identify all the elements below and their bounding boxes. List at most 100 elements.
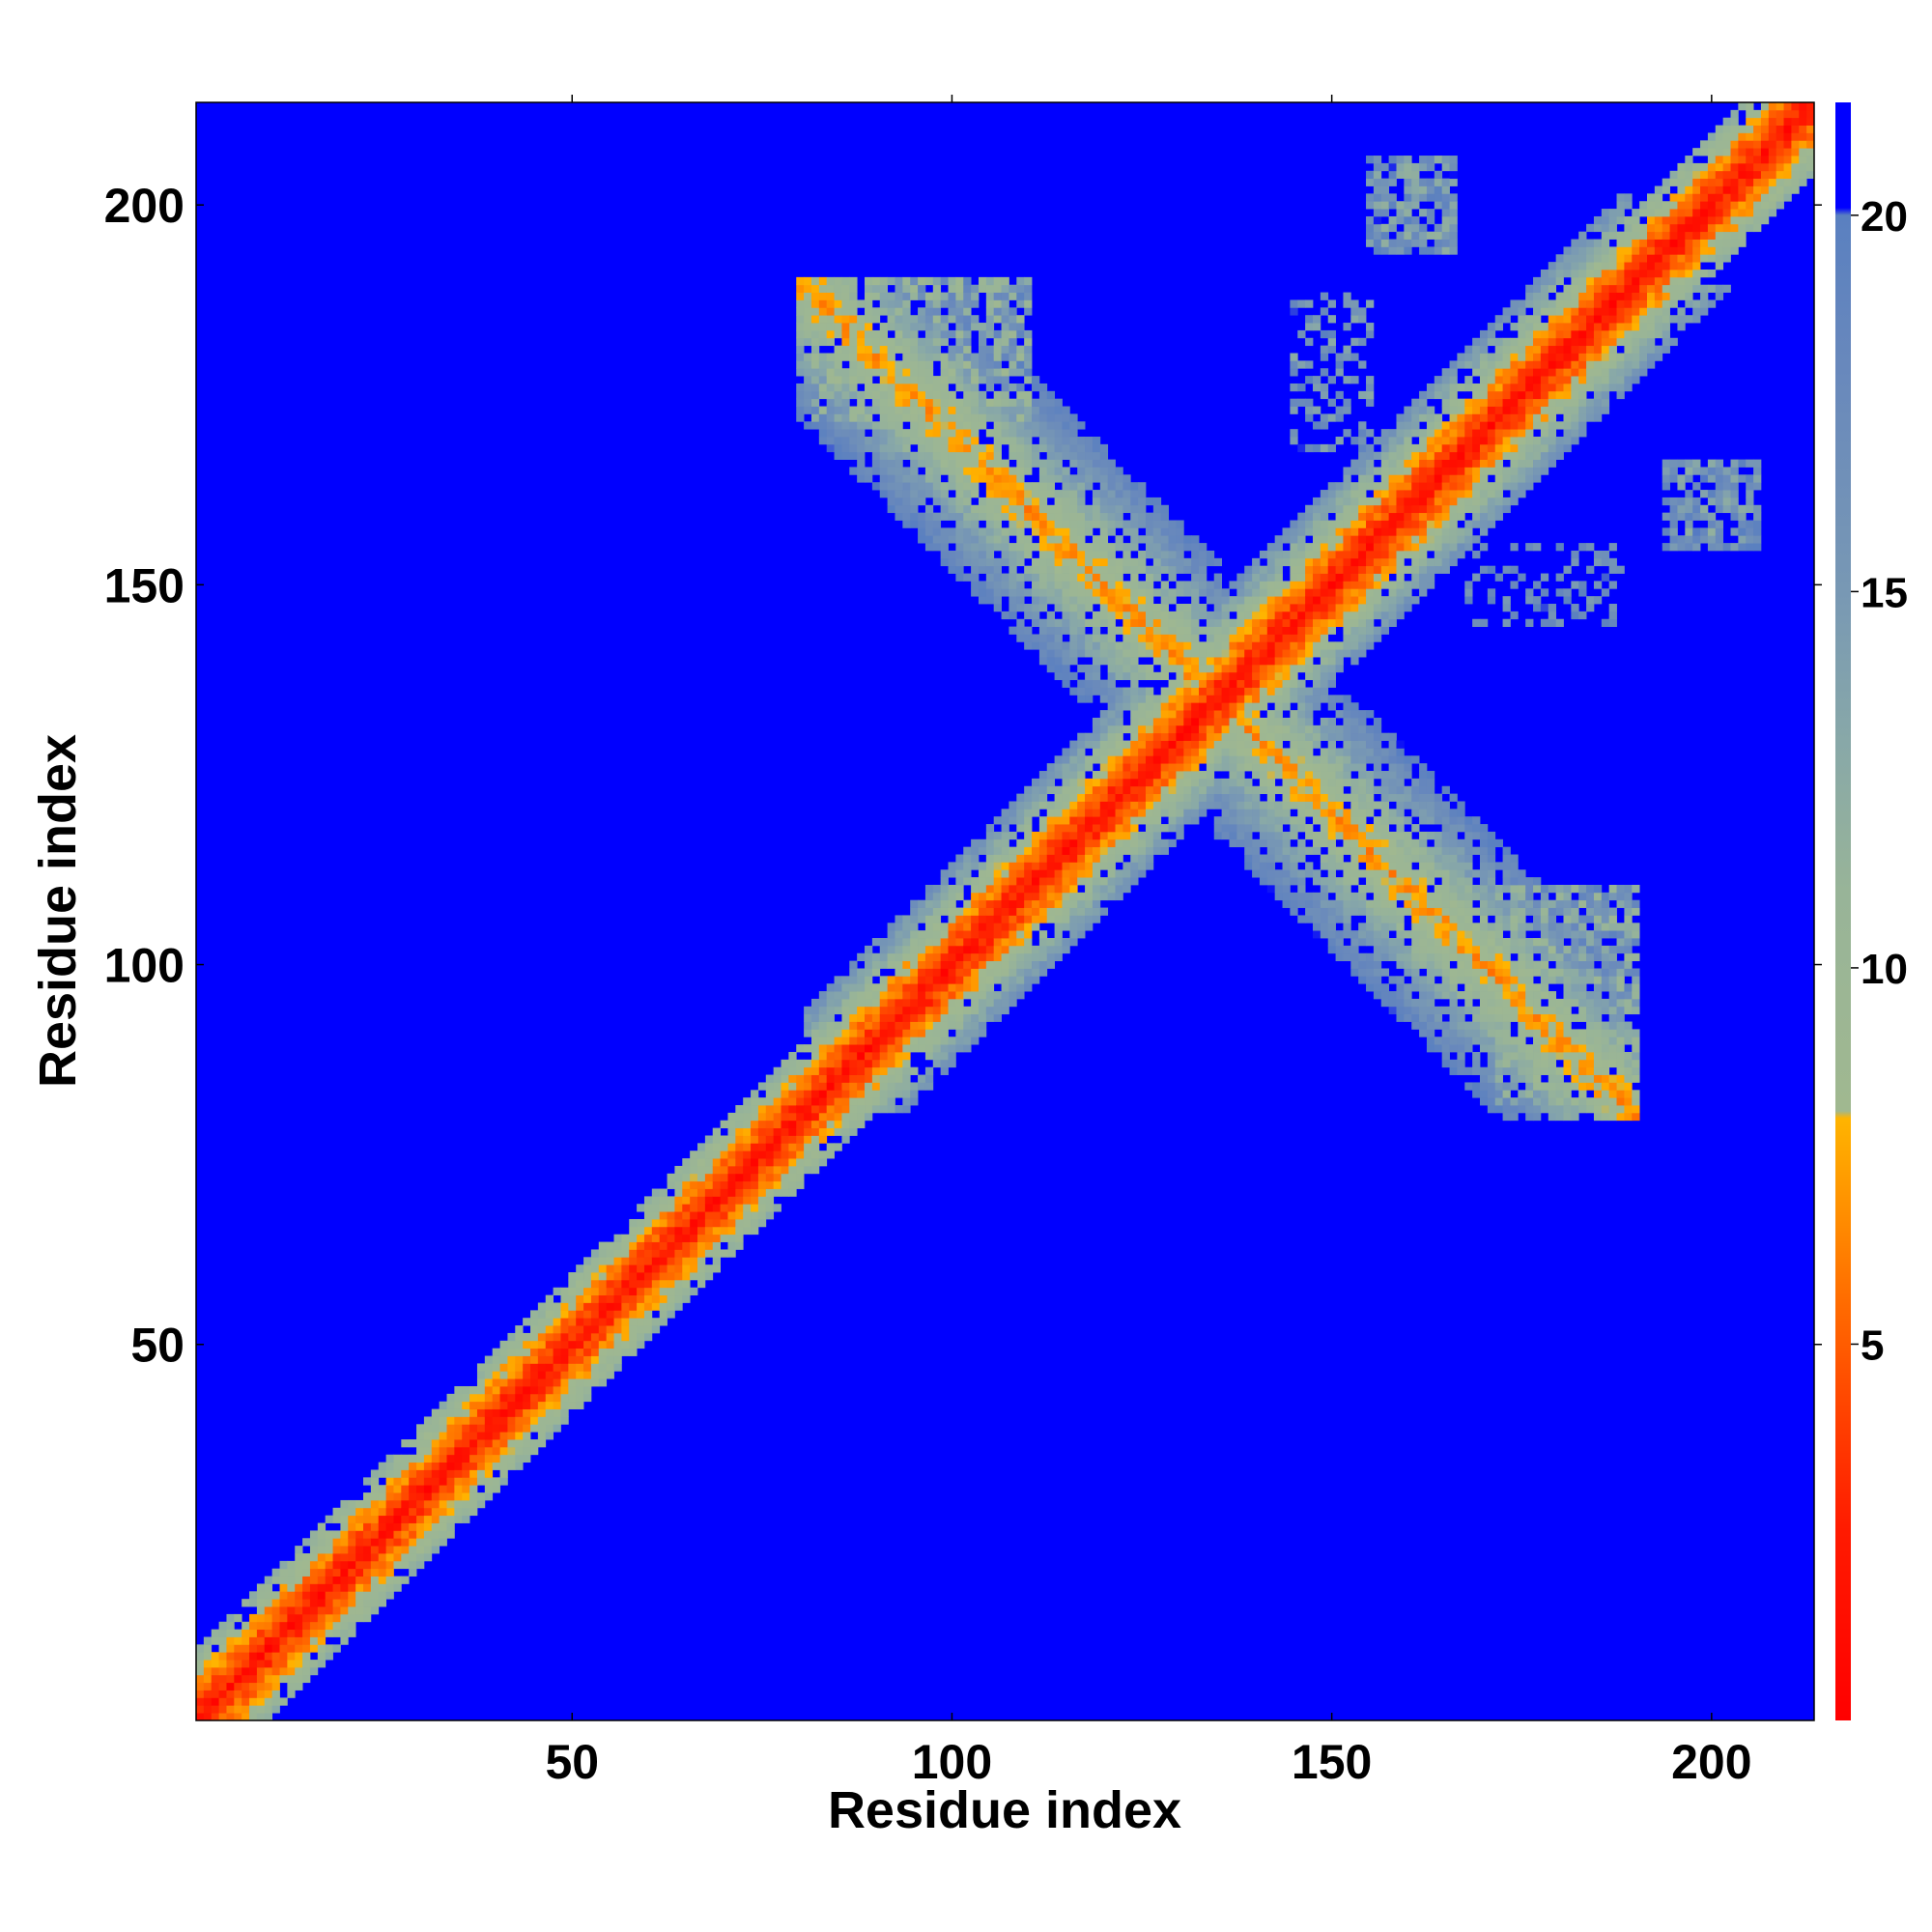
heatmap-cell [568, 1318, 577, 1326]
heatmap-cell [1077, 437, 1086, 445]
heatmap-cell [530, 1348, 539, 1356]
heatmap-cell [1312, 671, 1321, 681]
heatmap-cell [924, 329, 934, 339]
heatmap-cell [887, 998, 895, 1008]
heatmap-cell [1054, 884, 1063, 894]
heatmap-cell [773, 1082, 781, 1091]
heatmap-cell [971, 413, 980, 422]
heatmap-cell [674, 1279, 683, 1289]
heatmap-cell [781, 1112, 789, 1122]
heatmap-cell [643, 1249, 653, 1258]
heatmap-cell [963, 854, 972, 863]
heatmap-cell [1199, 732, 1208, 741]
heatmap-cell [963, 329, 972, 339]
heatmap-cell [1176, 771, 1184, 780]
heatmap-cell [446, 1507, 455, 1517]
heatmap-cell [1297, 383, 1306, 392]
heatmap-cell [887, 429, 895, 438]
heatmap-cell [1107, 778, 1116, 787]
heatmap-cell [583, 1363, 592, 1372]
heatmap-cell [1062, 429, 1070, 438]
heatmap-cell [1183, 657, 1192, 666]
heatmap-cell [1252, 588, 1261, 597]
heatmap-cell [1138, 512, 1147, 521]
heatmap-cell [720, 1234, 728, 1242]
heatmap-cell [1069, 778, 1078, 787]
heatmap-cell [1191, 565, 1200, 574]
heatmap-cell [788, 1143, 797, 1151]
heatmap-cell [1077, 467, 1086, 475]
heatmap-cell [757, 1112, 767, 1122]
heatmap-cell [264, 1697, 273, 1706]
heatmap-cell [955, 429, 964, 438]
heatmap-cell [1282, 801, 1291, 810]
heatmap-cell [1001, 315, 1009, 324]
heatmap-cell [1221, 809, 1230, 817]
heatmap-cell [1327, 778, 1336, 787]
heatmap-cell [1160, 687, 1169, 696]
heatmap-cell [1062, 611, 1070, 620]
heatmap-cell [1054, 877, 1063, 886]
heatmap-cell [348, 1499, 356, 1509]
heatmap-cell [796, 360, 805, 369]
heatmap-cell [924, 968, 934, 977]
heatmap-cell [1001, 923, 1009, 931]
heatmap-cell [492, 1363, 500, 1372]
heatmap-cell [993, 520, 1002, 528]
heatmap-cell [1069, 634, 1078, 642]
heatmap-cell [985, 581, 995, 589]
heatmap-cell [355, 1591, 364, 1600]
heatmap-cell [1213, 801, 1223, 810]
heatmap-cell [895, 337, 903, 347]
heatmap-cell [735, 1120, 744, 1129]
heatmap-cell [523, 1332, 531, 1342]
heatmap-cell [295, 1591, 303, 1600]
heatmap-cell [1229, 702, 1237, 711]
heatmap-cell [1221, 702, 1230, 711]
heatmap-cell [1001, 892, 1009, 901]
heatmap-cell [871, 443, 881, 453]
heatmap-cell [416, 1424, 425, 1433]
heatmap-cell [576, 1378, 584, 1387]
heatmap-cell [1138, 596, 1147, 605]
heatmap-cell [971, 854, 980, 863]
heatmap-cell [242, 1599, 250, 1607]
heatmap-cell [993, 504, 1002, 514]
heatmap-cell [788, 1165, 797, 1175]
heatmap-cell [1085, 695, 1094, 703]
heatmap-cell [841, 1021, 850, 1030]
heatmap-cell [1312, 732, 1321, 741]
heatmap-cell [499, 1385, 508, 1395]
heatmap-cell [1183, 763, 1192, 772]
heatmap-cell [203, 1697, 213, 1706]
heatmap-cell [1176, 535, 1184, 544]
heatmap-cell [1259, 869, 1268, 878]
heatmap-cell [295, 1621, 303, 1631]
heatmap-cell [1085, 451, 1094, 460]
heatmap-cell [902, 474, 911, 483]
heatmap-cell [895, 276, 903, 286]
heatmap-cell [963, 535, 972, 544]
heatmap-cell [978, 421, 987, 430]
heatmap-cell [910, 1097, 919, 1106]
heatmap-cell [1290, 626, 1298, 635]
heatmap-cell [993, 565, 1002, 574]
heatmap-cell [940, 960, 949, 969]
heatmap-cell [985, 383, 995, 392]
heatmap-cell [218, 1690, 227, 1698]
heatmap-cell [1252, 809, 1261, 817]
heatmap-cell [1085, 740, 1094, 749]
heatmap-cell [302, 1583, 311, 1592]
heatmap-cell [895, 915, 903, 923]
heatmap-cell [1266, 596, 1276, 605]
heatmap-cell [1099, 809, 1109, 817]
heatmap-cell [1176, 657, 1184, 666]
heatmap-cell [895, 329, 903, 339]
heatmap-cell [1062, 892, 1070, 901]
heatmap-cell [1069, 801, 1078, 810]
heatmap-cell [1122, 497, 1131, 506]
heatmap-cell [1282, 588, 1291, 597]
heatmap-cell [1122, 490, 1131, 498]
heatmap-cell [1213, 702, 1223, 711]
heatmap-cell [385, 1515, 394, 1523]
